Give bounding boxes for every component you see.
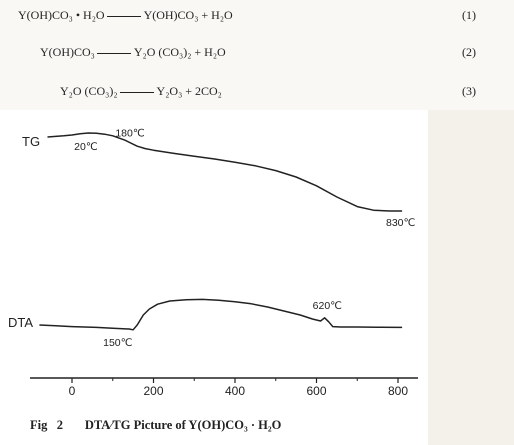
series-line-tg [47, 132, 403, 212]
equation-2-right: Y₂O (CO₃)₂ + H₂O [133, 45, 226, 59]
equation-1: Y(OH)CO₃ • H₂O Y(OH)CO₃ + H₂O [18, 8, 233, 23]
equation-2-arrow [96, 52, 131, 54]
equation-3-arrow [119, 91, 154, 93]
equation-3-number: (3) [462, 84, 476, 98]
equation-2: Y(OH)CO₃ Y₂O (CO₃)₂ + H₂O [40, 45, 226, 60]
equation-1-right: Y(OH)CO₃ + H₂O [143, 8, 233, 22]
x-tick-label-800: 800 [388, 384, 408, 398]
annotation-tg-20: 20℃ [74, 141, 97, 153]
x-tick-label-200: 200 [143, 384, 163, 398]
series-label-dta: DTA [8, 315, 33, 330]
figure-caption: Fig 2 DTA∕TG Picture of Y(OH)CO₃ · H₂O [30, 418, 282, 432]
equation-3: Y₂O (CO₃)₂ Y₂O₃ + 2CO₂ [60, 84, 222, 99]
equation-3-left: Y₂O (CO₃)₂ [60, 84, 118, 98]
equation-2-number: (2) [462, 45, 476, 59]
equation-3-right: Y₂O₃ + 2CO₂ [156, 84, 222, 98]
x-tick-label-0: 0 [69, 384, 76, 398]
equations-panel: Y(OH)CO₃ • H₂O Y(OH)CO₃ + H₂O (1) Y(OH)CO… [0, 0, 514, 110]
x-tick-label-600: 600 [306, 384, 326, 398]
annotation-tg-800: 830℃ [386, 217, 415, 229]
side-panel [428, 110, 514, 445]
equation-2-left: Y(OH)CO₃ [40, 45, 95, 59]
annotation-dta-150: 150℃ [103, 337, 132, 349]
series-label-tg: TG [22, 134, 40, 149]
figure-area [0, 110, 514, 445]
annotation-dta-620: 620℃ [313, 300, 342, 312]
equation-1-left: Y(OH)CO₃ • H₂O [18, 8, 105, 22]
annotation-tg-180: 180℃ [115, 128, 144, 140]
equation-1-number: (1) [462, 8, 476, 22]
x-tick-label-400: 400 [225, 384, 245, 398]
equation-1-arrow [106, 15, 141, 17]
series-line-dta [39, 298, 403, 331]
